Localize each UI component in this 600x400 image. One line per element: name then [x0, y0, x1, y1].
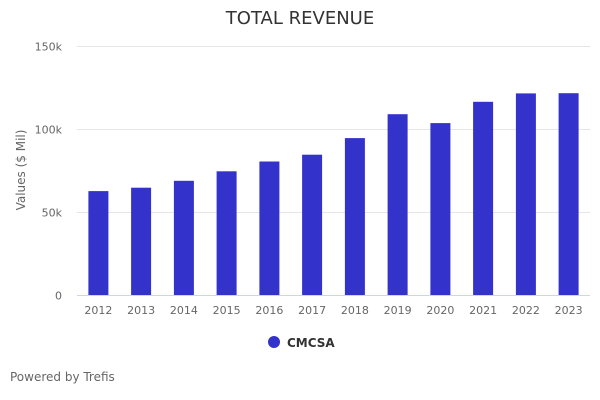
x-tick-label: 2022	[512, 304, 540, 317]
y-axis-title: Values ($ Mil)	[14, 130, 28, 211]
x-tick-label: 2017	[298, 304, 326, 317]
bar-2019[interactable]	[387, 114, 408, 295]
x-tick-label: 2020	[426, 304, 454, 317]
credit-text: Powered by Trefis	[10, 370, 115, 384]
x-tick-label: 2018	[341, 304, 369, 317]
legend-label[interactable]: CMCSA	[287, 336, 335, 350]
y-axis-ticks: 0 50k 100k 150k	[35, 41, 63, 303]
x-tick-label: 2013	[127, 304, 155, 317]
x-tick-label: 2021	[469, 304, 497, 317]
y-tick-label: 0	[55, 290, 62, 303]
bar-2012[interactable]	[88, 191, 109, 295]
x-tick-label: 2015	[213, 304, 241, 317]
bar-2023[interactable]	[558, 93, 579, 295]
x-axis-ticks: 2012 2013 2014 2015 2016 2017 2018 2019 2020 2021…	[84, 304, 582, 317]
bar-2016[interactable]	[259, 161, 280, 296]
bar-2013[interactable]	[131, 187, 152, 295]
x-tick-label: 2023	[555, 304, 583, 317]
y-tick-label: 150k	[35, 41, 63, 54]
bar-2022[interactable]	[515, 93, 536, 296]
gridlines	[77, 46, 590, 213]
chart-title: TOTAL REVENUE	[225, 8, 374, 29]
legend-marker-icon	[268, 336, 280, 348]
legend[interactable]: CMCSA	[268, 336, 335, 350]
bar-2014[interactable]	[173, 180, 194, 295]
bars	[88, 93, 579, 296]
x-tick-label: 2012	[84, 304, 112, 317]
bar-2018[interactable]	[344, 138, 365, 295]
x-tick-label: 2016	[255, 304, 283, 317]
bar-2015[interactable]	[216, 171, 237, 295]
y-tick-label: 100k	[35, 124, 63, 137]
y-tick-label: 50k	[42, 207, 63, 220]
bar-2017[interactable]	[302, 154, 323, 295]
bar-2020[interactable]	[430, 123, 451, 295]
x-tick-label: 2019	[384, 304, 412, 317]
x-tick-label: 2014	[170, 304, 198, 317]
bar-2021[interactable]	[473, 101, 494, 295]
